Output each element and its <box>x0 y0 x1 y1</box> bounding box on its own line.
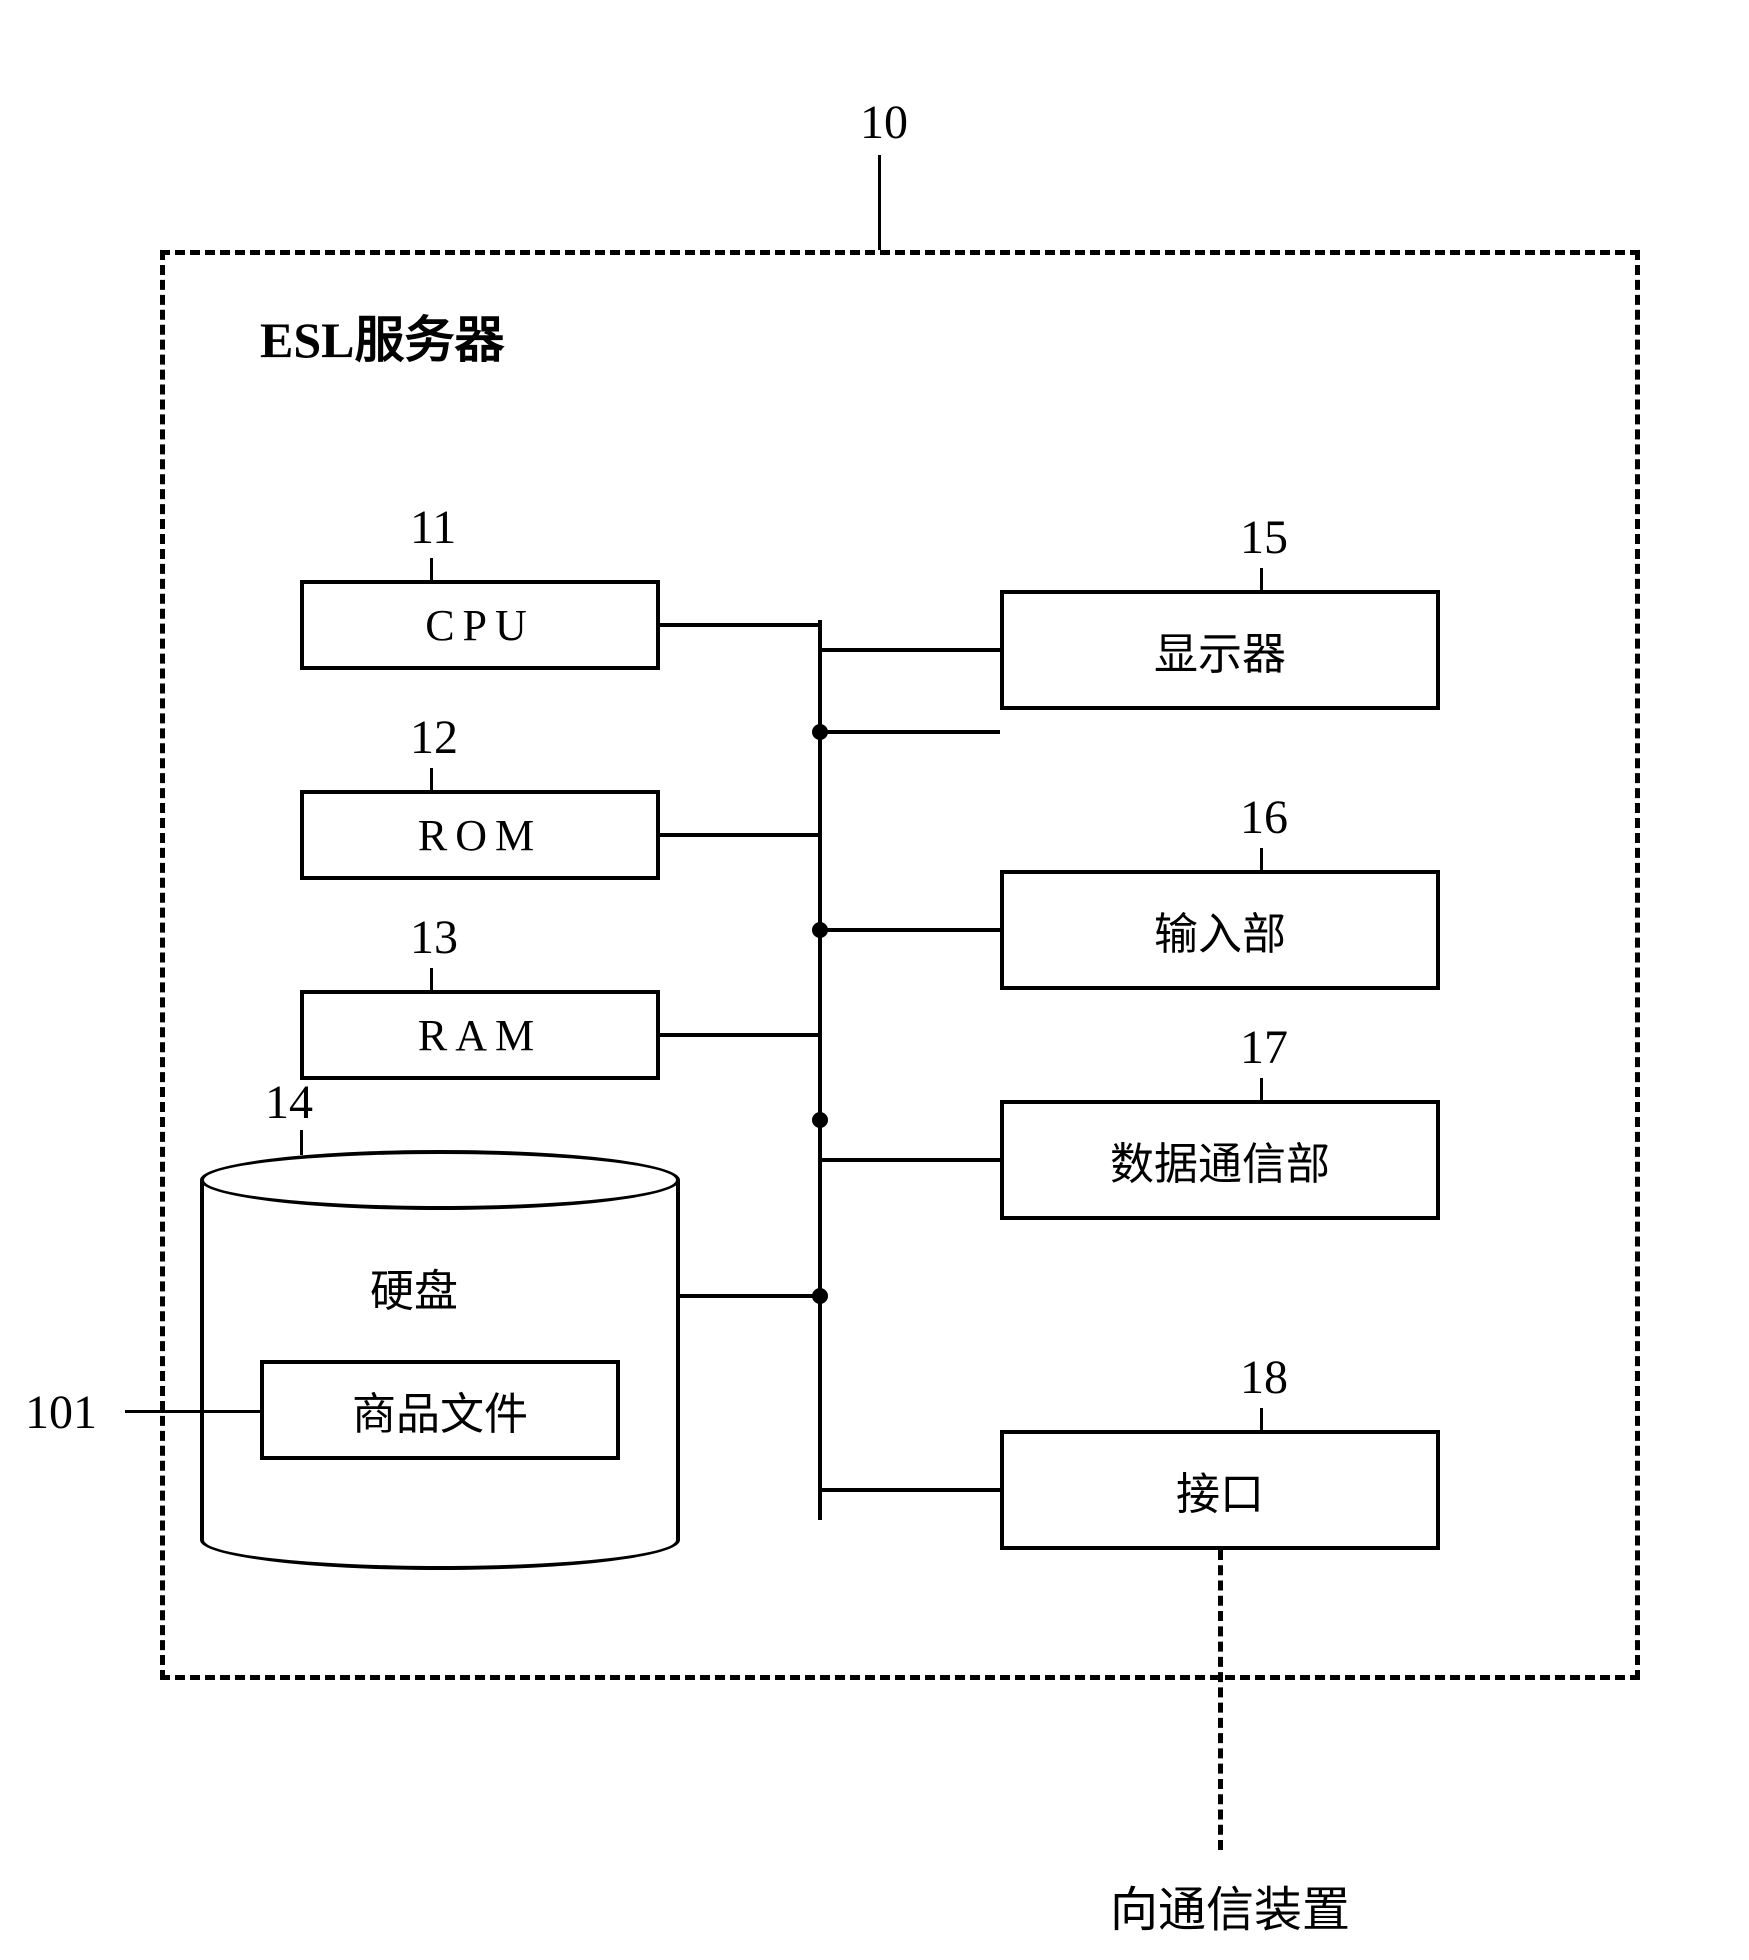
conn-rom <box>660 833 820 837</box>
conn-cpu <box>660 623 820 627</box>
lead-iface <box>1260 1408 1263 1432</box>
bus-line <box>818 620 822 1520</box>
server-title: ESL服务器 <box>260 300 505 372</box>
block-cpu-label: CPU <box>425 600 535 651</box>
cylinder-label: 硬盘 <box>370 1255 458 1319</box>
block-display-id: 15 <box>1240 510 1288 565</box>
block-cpu: CPU <box>300 580 660 670</box>
conn-iface <box>820 1488 1000 1492</box>
outer-id-label: 10 <box>860 95 908 150</box>
lead-101 <box>125 1410 260 1413</box>
block-ram-label: RAM <box>418 1010 542 1061</box>
conn-disp-into <box>820 648 1000 652</box>
conn-disp-h <box>820 730 1000 734</box>
lead-ram <box>430 968 433 992</box>
conn-comm <box>820 1158 1000 1162</box>
cylinder-id: 14 <box>265 1075 313 1130</box>
diagram-container: 10 ESL服务器 11 CPU 12 ROM 13 RAM 14 硬盘 商品文… <box>0 0 1749 1960</box>
bottom-label: 向通信装置 <box>1110 1870 1350 1940</box>
lead-cpu <box>430 558 433 582</box>
conn-rom-v <box>818 833 822 834</box>
block-iface: 接口 <box>1000 1430 1440 1550</box>
block-display: 显示器 <box>1000 590 1440 710</box>
lead-input <box>1260 848 1263 872</box>
cylinder-top <box>200 1150 680 1210</box>
block-ram-id: 13 <box>410 910 458 965</box>
block-iface-label: 接口 <box>1176 1458 1264 1522</box>
conn-cyl <box>680 1294 820 1298</box>
lead-comm <box>1260 1078 1263 1102</box>
inner-file-id: 101 <box>25 1385 97 1440</box>
block-ram: RAM <box>300 990 660 1080</box>
lead-line-10 <box>878 155 881 250</box>
block-input: 输入部 <box>1000 870 1440 990</box>
block-display-label: 显示器 <box>1154 618 1286 682</box>
inner-file-box: 商品文件 <box>260 1360 620 1460</box>
bus-ext <box>818 1488 822 1520</box>
block-iface-id: 18 <box>1240 1350 1288 1405</box>
down-dash <box>1218 1550 1223 1850</box>
block-input-label: 输入部 <box>1154 898 1286 962</box>
block-rom-id: 12 <box>410 710 458 765</box>
conn-ram <box>660 1033 820 1037</box>
block-comm-id: 17 <box>1240 1020 1288 1075</box>
lead-display <box>1260 568 1263 592</box>
block-rom-label: ROM <box>418 810 542 861</box>
block-comm-label: 数据通信部 <box>1110 1128 1330 1192</box>
junction-3 <box>812 1112 828 1128</box>
block-comm: 数据通信部 <box>1000 1100 1440 1220</box>
block-rom: ROM <box>300 790 660 880</box>
block-cpu-id: 11 <box>410 500 456 555</box>
inner-file-label: 商品文件 <box>352 1378 528 1442</box>
block-input-id: 16 <box>1240 790 1288 845</box>
conn-input <box>820 928 1000 932</box>
lead-rom <box>430 768 433 792</box>
